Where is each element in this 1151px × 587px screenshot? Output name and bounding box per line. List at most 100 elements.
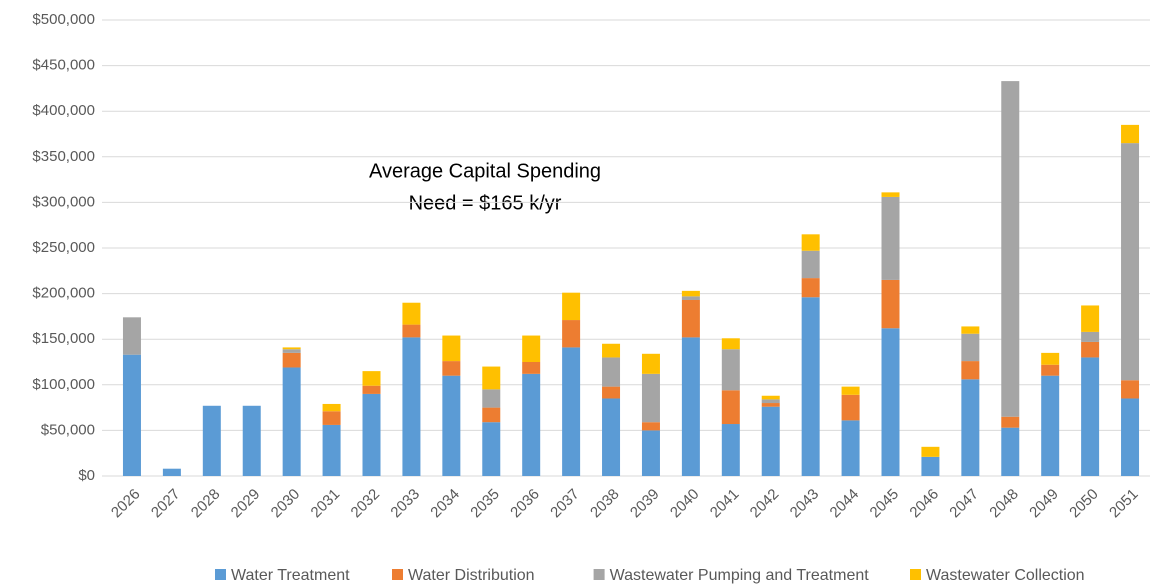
y-tick-label: $300,000: [32, 193, 95, 210]
bar-segment: [801, 278, 820, 298]
bar-segment: [881, 279, 900, 329]
bar-segment: [602, 343, 621, 358]
bar-segment: [641, 353, 660, 374]
y-tick-label: $400,000: [32, 102, 95, 119]
bar-segment: [402, 324, 421, 338]
x-tick-label: 2028: [188, 486, 224, 522]
x-tick-label: 2048: [986, 486, 1022, 522]
bar-segment: [282, 352, 301, 368]
bar-segment: [282, 349, 301, 353]
x-tick-label: 2032: [348, 486, 384, 522]
bar-segment: [641, 430, 660, 476]
bar-segment: [841, 394, 860, 421]
bar-segment: [1081, 357, 1100, 476]
legend-swatch: [910, 569, 921, 580]
bar-segment: [681, 296, 700, 300]
bar-segment: [681, 337, 700, 476]
bar-segment: [362, 385, 381, 394]
x-tick-label: 2034: [427, 486, 463, 522]
bar-segment: [961, 326, 980, 334]
bar-segment: [322, 403, 341, 412]
bar-segment: [322, 411, 341, 425]
y-tick-label: $250,000: [32, 239, 95, 256]
x-tick-label: 2043: [787, 486, 823, 522]
legend-label: Water Treatment: [231, 567, 350, 584]
bar-segment: [801, 297, 820, 476]
bar-segment: [681, 299, 700, 338]
bar-segment: [1121, 124, 1140, 144]
legend-swatch: [593, 569, 605, 580]
x-tick-label: 2033: [387, 486, 423, 522]
x-tick-label: 2029: [228, 486, 264, 522]
bar-segment: [602, 386, 621, 399]
legend-label: Wastewater Collection: [926, 567, 1085, 584]
x-tick-label: 2038: [587, 486, 623, 522]
legend-swatch: [392, 569, 403, 580]
bar-segment: [1121, 398, 1140, 476]
bar-segment: [562, 347, 581, 476]
bar-segment: [402, 337, 421, 476]
x-tick-label: 2031: [308, 486, 344, 522]
bar-segment: [641, 373, 660, 423]
x-tick-label: 2050: [1066, 486, 1102, 522]
x-tick-label: 2041: [707, 486, 743, 522]
bar-segment: [681, 290, 700, 297]
bar-segment: [961, 361, 980, 380]
bar-segment: [1001, 427, 1020, 476]
bar-segment: [721, 338, 740, 350]
x-tick-label: 2039: [627, 486, 663, 522]
x-tick-label: 2026: [108, 486, 144, 522]
legend-label: Water Distribution: [408, 567, 535, 584]
x-tick-label: 2044: [827, 486, 863, 522]
bar-segment: [641, 422, 660, 431]
bar-segment: [482, 422, 501, 476]
bar-segment: [322, 424, 341, 476]
bar-segment: [801, 250, 820, 279]
bar-segment: [522, 362, 541, 374]
bar-segment: [721, 349, 740, 391]
bar-segment: [961, 379, 980, 476]
x-tick-label: 2027: [148, 486, 184, 522]
bar-segment: [1081, 341, 1100, 358]
x-tick-label: 2037: [547, 486, 583, 522]
bar-segment: [162, 468, 181, 476]
bar-segment: [881, 328, 900, 476]
bar-segment: [522, 335, 541, 362]
bar-segment: [362, 371, 381, 386]
bar-segment: [122, 354, 141, 476]
bar-segment: [1121, 143, 1140, 381]
bar-segment: [602, 398, 621, 476]
bar-segment: [1041, 364, 1060, 376]
x-tick-label: 2047: [946, 486, 982, 522]
bar-segment: [1041, 375, 1060, 476]
bar-segment: [242, 405, 261, 476]
y-tick-label: $150,000: [32, 330, 95, 347]
x-tick-label: 2036: [507, 486, 543, 522]
bar-segment: [881, 196, 900, 280]
x-tick-label: 2046: [906, 486, 942, 522]
bar-segment: [402, 302, 421, 325]
bar-segment: [442, 335, 461, 362]
x-tick-label: 2045: [867, 486, 903, 522]
bar-segment: [761, 395, 780, 400]
bar-segment: [961, 333, 980, 362]
bar-segment: [1001, 81, 1020, 417]
bar-segment: [562, 292, 581, 321]
y-tick-label: $100,000: [32, 376, 95, 393]
x-tick-label: 2042: [747, 486, 783, 522]
bar-segment: [282, 347, 301, 350]
bar-segment: [921, 456, 940, 476]
bar-segment: [122, 317, 141, 355]
bar-segment: [921, 446, 940, 457]
bar-segment: [202, 405, 221, 476]
x-tick-label: 2030: [268, 486, 304, 522]
bar-segment: [841, 420, 860, 476]
y-tick-label: $0: [78, 467, 95, 484]
annotation: Need = $165 k/yr: [409, 192, 562, 214]
bar-segment: [522, 373, 541, 476]
y-tick-label: $200,000: [32, 285, 95, 302]
bar-segment: [482, 389, 501, 408]
bar-segment: [442, 375, 461, 476]
x-tick-label: 2040: [667, 486, 703, 522]
y-tick-label: $50,000: [41, 421, 95, 438]
